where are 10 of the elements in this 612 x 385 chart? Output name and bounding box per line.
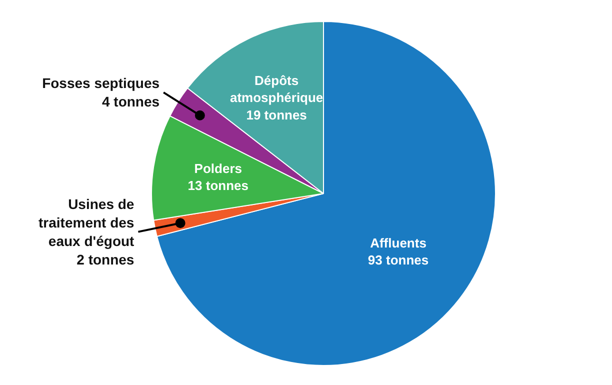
- data-label: 4 tonnes: [102, 94, 160, 110]
- data-label: 2 tonnes: [76, 251, 134, 268]
- slice-label: Dépôts atmosphérique: [230, 72, 324, 106]
- data-label: 19 tonnes: [246, 107, 307, 122]
- slice-label: Polders: [194, 160, 242, 176]
- slice-label: Affluents: [370, 235, 426, 250]
- data-label: 13 tonnes: [188, 178, 248, 194]
- slice-label: Usines de traitement des eaux d'égout: [38, 196, 135, 249]
- slice-label: Fosses septiques: [42, 75, 160, 92]
- data-label: 93 tonnes: [368, 252, 429, 268]
